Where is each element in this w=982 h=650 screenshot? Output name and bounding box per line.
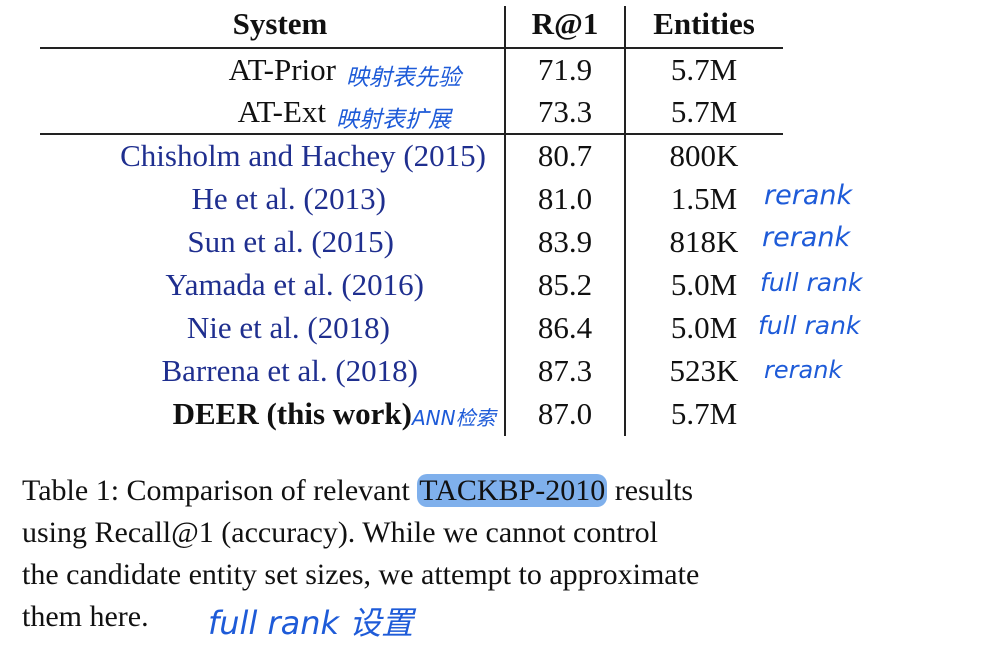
col-divider-2 [624, 6, 626, 436]
row-r1: 83.9 [537, 224, 593, 259]
handwritten-annotation: rerank [764, 180, 853, 211]
row-system: Barrena et al. (2018) [161, 353, 419, 388]
row-system: He et al. (2013) [191, 181, 386, 216]
header-system: System [232, 6, 328, 41]
caption-line: them here. [22, 600, 149, 633]
row-system: DEER (this work) [172, 396, 412, 431]
row-r1: 73.3 [537, 94, 593, 129]
header-entities: Entities [653, 6, 755, 41]
handwritten-annotation: rerank [762, 222, 851, 253]
row-r1: 81.0 [537, 181, 593, 216]
row-system: Sun et al. (2015) [187, 224, 394, 259]
row-system: Nie et al. (2018) [186, 310, 390, 345]
results-table: System R@1 Entities AT-Prior 映射表先验 71.9 … [40, 6, 863, 436]
row-system: Yamada et al. (2016) [165, 267, 424, 302]
handwritten-annotation: ANN检索 [412, 406, 496, 430]
row-r1: 87.0 [537, 396, 593, 431]
row-entities: 1.5M [670, 181, 738, 216]
highlighted-text: TACKBP-2010 [417, 474, 608, 507]
row-entities: 800K [669, 138, 739, 173]
handwritten-annotation: full rank [758, 311, 861, 340]
col-divider-1 [504, 6, 506, 436]
table-caption: Table 1: Comparison of relevant TACKBP-2… [22, 470, 822, 638]
row-r1: 85.2 [537, 267, 593, 302]
row-system: AT-Ext [237, 94, 326, 129]
handwritten-annotation: 映射表先验 [346, 65, 461, 91]
caption-line: using Recall@1 (accuracy). While we cann… [22, 516, 658, 549]
row-r1: 87.3 [537, 353, 593, 388]
header-rule [40, 47, 783, 49]
caption-line: Table 1: Comparison of relevant TACKBP-2… [22, 470, 822, 512]
row-entities: 5.0M [670, 267, 738, 302]
caption-text: Table 1: Comparison of relevant [22, 474, 418, 507]
handwritten-annotation: rerank [764, 356, 843, 384]
header-r1: R@1 [531, 6, 599, 41]
mid-rule [40, 133, 783, 135]
handwritten-annotation: full rank [760, 268, 863, 297]
row-entities: 523K [669, 353, 739, 388]
row-entities: 5.7M [670, 52, 738, 87]
row-system: AT-Prior [228, 52, 336, 87]
row-entities: 818K [669, 224, 739, 259]
row-entities: 5.0M [670, 310, 738, 345]
row-entities: 5.7M [670, 396, 738, 431]
row-system: Chisholm and Hachey (2015) [120, 138, 486, 173]
handwritten-annotation: 映射表扩展 [336, 107, 451, 133]
row-r1: 86.4 [537, 310, 593, 345]
caption-line: the candidate entity set sizes, we attem… [22, 558, 700, 591]
caption-text: results [607, 474, 694, 507]
row-r1: 71.9 [537, 52, 593, 87]
handwritten-note: full rank 设置 [208, 604, 414, 642]
row-r1: 80.7 [537, 138, 593, 173]
row-entities: 5.7M [670, 94, 738, 129]
